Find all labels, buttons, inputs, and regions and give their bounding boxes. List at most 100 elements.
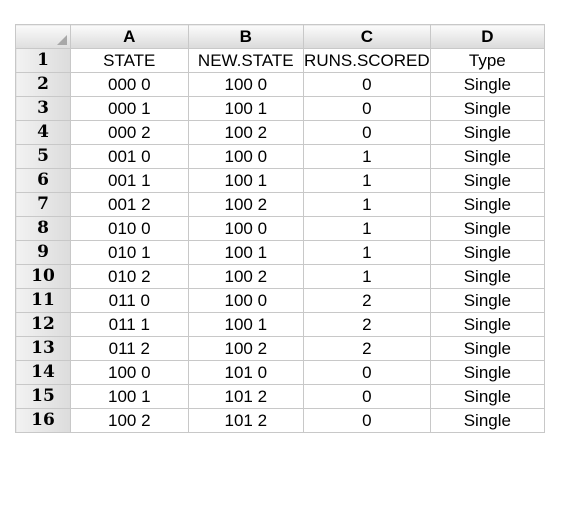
row-header[interactable]: 14 <box>15 360 71 385</box>
cell-c[interactable]: 0 <box>303 120 431 145</box>
cell-d[interactable]: Single <box>429 168 545 193</box>
table-row: 10 010 2 100 2 1 Single <box>15 264 545 289</box>
cell-a[interactable]: 010 0 <box>70 216 189 241</box>
cell-a[interactable]: 001 0 <box>70 144 189 169</box>
cell-b[interactable]: 101 2 <box>187 384 305 409</box>
row-header[interactable]: 12 <box>15 312 71 337</box>
cell-a[interactable]: 010 1 <box>70 240 189 265</box>
row-header[interactable]: 15 <box>15 384 71 409</box>
row-header[interactable]: 11 <box>15 288 71 313</box>
cell-b[interactable]: 101 0 <box>187 360 305 385</box>
cell-d[interactable]: Single <box>429 384 545 409</box>
cell-a[interactable]: 011 1 <box>70 312 189 337</box>
cell-a[interactable]: 001 2 <box>70 192 189 217</box>
cell-d[interactable]: Single <box>429 216 545 241</box>
cell-b[interactable]: 100 0 <box>187 216 305 241</box>
cell-c[interactable]: 1 <box>303 216 431 241</box>
cell-d[interactable]: Single <box>429 408 545 433</box>
cell-c[interactable]: 0 <box>303 384 431 409</box>
cell-c[interactable]: 1 <box>303 192 431 217</box>
cell-d[interactable]: Single <box>429 240 545 265</box>
cell-c[interactable]: 1 <box>303 168 431 193</box>
cell-b[interactable]: 100 1 <box>187 168 305 193</box>
row-header[interactable]: 1 <box>15 48 71 73</box>
cell-b[interactable]: NEW.STATE <box>187 48 305 73</box>
cell-a[interactable]: 100 2 <box>70 408 189 433</box>
table-row: 13 011 2 100 2 2 Single <box>15 336 545 361</box>
cell-b[interactable]: 100 1 <box>187 240 305 265</box>
cell-d[interactable]: Type <box>429 48 545 73</box>
row-header[interactable]: 9 <box>15 240 71 265</box>
cell-d[interactable]: Single <box>429 312 545 337</box>
cell-b[interactable]: 100 0 <box>187 288 305 313</box>
cell-a[interactable]: 000 1 <box>70 96 189 121</box>
cell-c[interactable]: 0 <box>303 360 431 385</box>
cell-b[interactable]: 100 2 <box>187 192 305 217</box>
column-header-b[interactable]: B <box>187 24 305 49</box>
cell-d[interactable]: Single <box>429 264 545 289</box>
cell-a[interactable]: 011 0 <box>70 288 189 313</box>
spreadsheet-grid: A B C D 1 STATE NEW.STATE RUNS.SCORED Type 2 0… <box>15 24 545 433</box>
row-header[interactable]: 6 <box>15 168 71 193</box>
table-row: 7 001 2 100 2 1 Single <box>15 192 545 217</box>
table-row: 4 000 2 100 2 0 Single <box>15 120 545 145</box>
cell-d[interactable]: Single <box>429 120 545 145</box>
table-row: 1 STATE NEW.STATE RUNS.SCORED Type <box>15 48 545 73</box>
cell-d[interactable]: Single <box>429 192 545 217</box>
row-header[interactable]: 10 <box>15 264 71 289</box>
cell-a[interactable]: 001 1 <box>70 168 189 193</box>
cell-b[interactable]: 100 2 <box>187 264 305 289</box>
row-header[interactable]: 16 <box>15 408 71 433</box>
cell-c[interactable]: RUNS.SCORED <box>303 48 431 73</box>
cell-c[interactable]: 1 <box>303 144 431 169</box>
table-row: 9 010 1 100 1 1 Single <box>15 240 545 265</box>
cell-b[interactable]: 100 1 <box>187 312 305 337</box>
cell-b[interactable]: 101 2 <box>187 408 305 433</box>
cell-a[interactable]: STATE <box>70 48 189 73</box>
table-row: 5 001 0 100 0 1 Single <box>15 144 545 169</box>
table-row: 2 000 0 100 0 0 Single <box>15 72 545 97</box>
cell-c[interactable]: 1 <box>303 240 431 265</box>
row-header[interactable]: 3 <box>15 96 71 121</box>
cell-a[interactable]: 010 2 <box>70 264 189 289</box>
cell-b[interactable]: 100 2 <box>187 120 305 145</box>
column-header-row: A B C D <box>15 24 545 49</box>
cell-c[interactable]: 2 <box>303 288 431 313</box>
cell-a[interactable]: 011 2 <box>70 336 189 361</box>
cell-c[interactable]: 0 <box>303 96 431 121</box>
cell-d[interactable]: Single <box>429 288 545 313</box>
table-row: 8 010 0 100 0 1 Single <box>15 216 545 241</box>
cell-c[interactable]: 0 <box>303 72 431 97</box>
row-header[interactable]: 8 <box>15 216 71 241</box>
cell-d[interactable]: Single <box>429 72 545 97</box>
cell-b[interactable]: 100 1 <box>187 96 305 121</box>
cell-d[interactable]: Single <box>429 336 545 361</box>
row-header[interactable]: 13 <box>15 336 71 361</box>
cell-a[interactable]: 000 2 <box>70 120 189 145</box>
cell-c[interactable]: 0 <box>303 408 431 433</box>
cell-c[interactable]: 2 <box>303 336 431 361</box>
column-header-c[interactable]: C <box>303 24 431 49</box>
column-header-a[interactable]: A <box>70 24 189 49</box>
cell-d[interactable]: Single <box>429 96 545 121</box>
cell-c[interactable]: 1 <box>303 264 431 289</box>
cell-text: RUNS.SCORED <box>304 51 430 70</box>
cell-a[interactable]: 100 0 <box>70 360 189 385</box>
cell-b[interactable]: 100 0 <box>187 72 305 97</box>
table-row: 16 100 2 101 2 0 Single <box>15 408 545 433</box>
select-all-triangle-icon <box>57 35 67 45</box>
row-header[interactable]: 2 <box>15 72 71 97</box>
cell-b[interactable]: 100 2 <box>187 336 305 361</box>
select-all-corner[interactable] <box>15 24 71 49</box>
cell-a[interactable]: 000 0 <box>70 72 189 97</box>
cell-b[interactable]: 100 0 <box>187 144 305 169</box>
cell-c[interactable]: 2 <box>303 312 431 337</box>
cell-a[interactable]: 100 1 <box>70 384 189 409</box>
row-header[interactable]: 5 <box>15 144 71 169</box>
cell-d[interactable]: Single <box>429 360 545 385</box>
column-header-d[interactable]: D <box>429 24 545 49</box>
table-row: 11 011 0 100 0 2 Single <box>15 288 545 313</box>
row-header[interactable]: 4 <box>15 120 71 145</box>
row-header[interactable]: 7 <box>15 192 71 217</box>
cell-d[interactable]: Single <box>429 144 545 169</box>
